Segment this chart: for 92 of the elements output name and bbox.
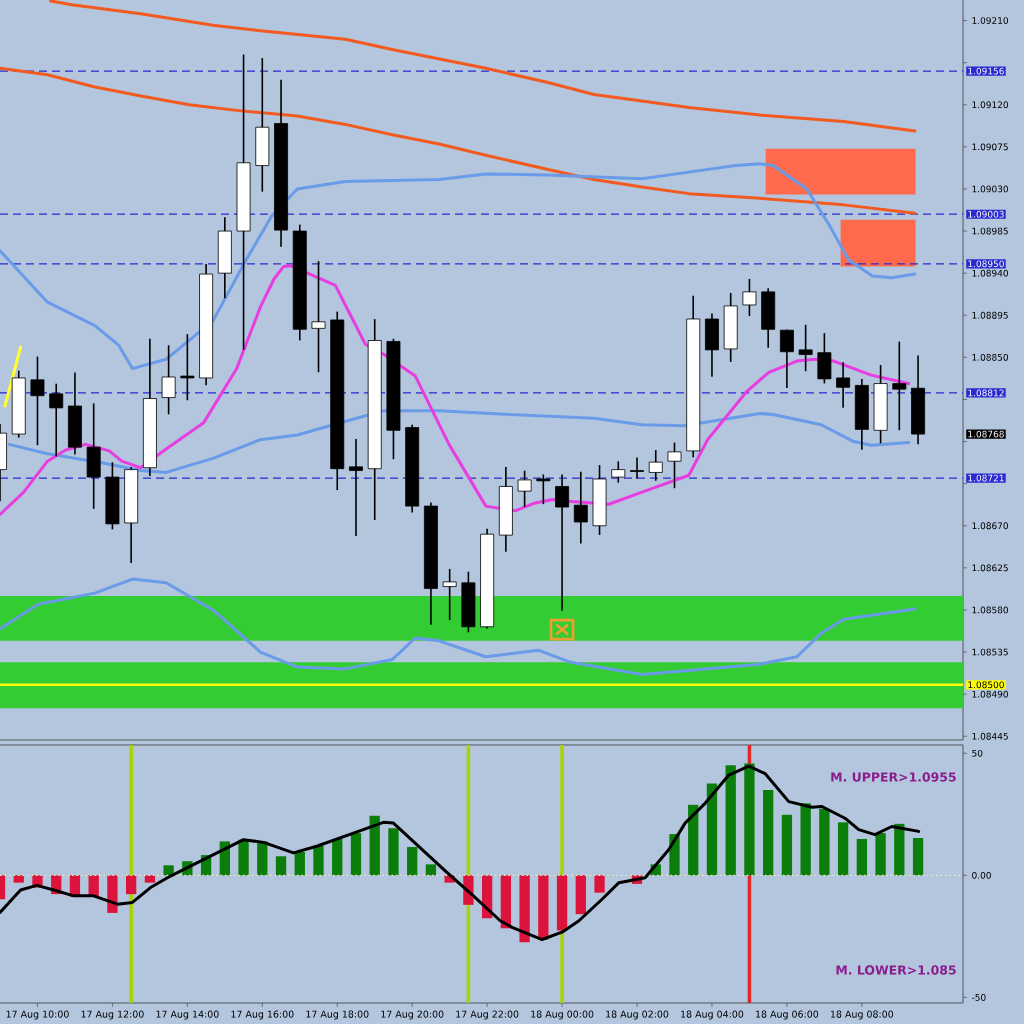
bar [594, 875, 605, 893]
bar [763, 789, 774, 876]
x-tick-label: 18 Aug 06:00 [756, 1010, 819, 1020]
bar [856, 838, 867, 876]
ref-line-label: 1.08812 [968, 389, 1004, 397]
bar [519, 875, 530, 943]
y-tick-label: 50 [972, 749, 983, 757]
y-tick-label: 1.08580 [972, 606, 1009, 614]
ref-line-label: 1.09156 [968, 67, 1004, 75]
candlestick [779, 329, 794, 389]
bar [163, 865, 174, 876]
candlestick [536, 474, 551, 505]
candlestick [892, 341, 907, 431]
x-tick-label: 18 Aug 02:00 [606, 1010, 669, 1020]
x-tick-label: 18 Aug 08:00 [830, 1010, 894, 1020]
candlestick [555, 474, 570, 611]
bar [369, 815, 380, 876]
candlestick [742, 278, 757, 317]
bar [744, 763, 755, 876]
x-tick-label: 17 Aug 10:00 [6, 1010, 69, 1020]
annotation: M. LOWER>1.085 [836, 965, 956, 975]
bar [875, 833, 886, 876]
bar [388, 828, 399, 876]
ref-line-label: 1.09003 [968, 210, 1004, 218]
y-tick-label: 1.08670 [972, 522, 1009, 530]
bar [238, 839, 249, 876]
candlestick [836, 362, 851, 408]
bar [500, 875, 512, 929]
bar [13, 875, 24, 883]
bar [706, 783, 718, 876]
annotation: M. UPPER>1.0955 [831, 772, 956, 782]
x-tick-label: 17 Aug 16:00 [231, 1010, 294, 1020]
bar [275, 856, 287, 876]
y-tick-label: 1.09120 [972, 101, 1009, 109]
candlestick [667, 442, 682, 489]
candlestick [442, 568, 457, 621]
candlestick [630, 457, 644, 479]
y-tick-label: 1.08490 [972, 690, 1009, 698]
bar [894, 823, 905, 876]
y-tick-label: 1.08625 [972, 564, 1008, 572]
bar [800, 803, 811, 876]
candlestick [49, 383, 64, 457]
candlestick [648, 450, 663, 481]
candlestick [161, 345, 176, 415]
y-tick-label: 0.00 [972, 871, 991, 879]
x-tick-label: 18 Aug 04:00 [681, 1010, 744, 1020]
bar [781, 814, 793, 876]
x-tick-label: 18 Aug 00:00 [531, 1010, 594, 1020]
candlestick [573, 471, 588, 544]
y-tick-label: 1.09030 [972, 185, 1009, 193]
bar [350, 833, 362, 876]
bar [556, 875, 568, 931]
y-tick-label: 1.08985 [972, 227, 1008, 235]
bar [425, 864, 437, 876]
y-tick-label: 1.08850 [972, 353, 1009, 361]
bar [144, 875, 156, 883]
x-tick-label: 17 Aug 14:00 [156, 1010, 219, 1020]
ref-line-label: 1.08500 [968, 681, 1004, 689]
y-tick-label: 1.09075 [972, 143, 1008, 151]
bar [688, 804, 699, 876]
bar [912, 837, 924, 876]
bar [313, 845, 324, 876]
bar [538, 875, 549, 940]
bar [126, 875, 137, 895]
x-tick-label: 17 Aug 22:00 [456, 1010, 519, 1020]
candlestick [517, 470, 532, 507]
bar [294, 851, 305, 876]
bar [332, 838, 343, 876]
ref-line-label: 1.08721 [968, 474, 1004, 482]
bar [575, 875, 586, 915]
y-tick-label: 1.08445 [972, 732, 1008, 740]
y-tick-label: 1.09210 [972, 17, 1009, 24]
y-tick-label: 1.08895 [972, 311, 1008, 319]
bar [725, 765, 736, 876]
x-tick-label: 17 Aug 12:00 [81, 1010, 144, 1020]
bar [407, 847, 418, 876]
x-tick-label: 17 Aug 20:00 [381, 1010, 444, 1020]
y-tick-label: -50 [971, 993, 986, 1001]
x-tick-label: 17 Aug 18:00 [306, 1010, 369, 1020]
ref-line-label: 1.08950 [968, 260, 1004, 268]
y-tick-label: 1.08940 [972, 269, 1009, 277]
candlestick [180, 334, 195, 401]
candlestick [611, 461, 626, 483]
text: 1.08768 [968, 430, 1004, 438]
candlestick [311, 261, 326, 373]
bar [819, 808, 830, 876]
bar [837, 822, 849, 876]
candlestick [30, 356, 45, 446]
candlestick [349, 438, 363, 536]
y-tick-label: 1.08535 [972, 648, 1008, 656]
candlestick [798, 324, 813, 372]
bar [107, 875, 118, 913]
